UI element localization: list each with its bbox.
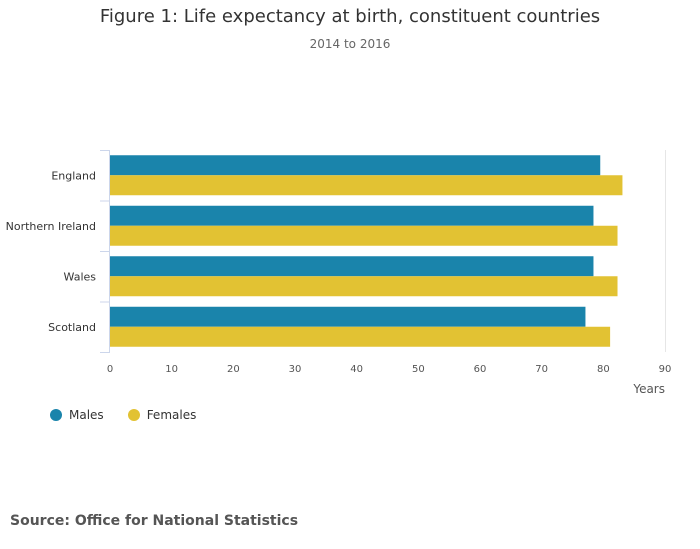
x-tick-label-80: 80 [597,364,610,375]
legend-label-males: Males [69,408,104,422]
x-tick-label-0: 0 [107,364,113,375]
x-tick-label-20: 20 [227,364,240,375]
y-tick-label-scotland: Scotland [48,321,96,334]
chart-subtitle: 2014 to 2016 [309,37,391,51]
y-tick-label-england: England [51,169,96,182]
bar-females-northern-ireland [110,225,618,246]
x-axis-title: Years [632,382,665,396]
legend-item-males[interactable]: Males [50,408,104,422]
legend: Males Females [50,408,220,422]
legend-label-females: Females [146,408,197,422]
legend-item-females[interactable]: Females [127,408,197,422]
bar-females-wales [110,276,618,297]
chart-title: Figure 1: Life expectancy at birth, cons… [99,6,601,27]
x-tick-label-10: 10 [165,364,178,375]
y-tick-label-wales: Wales [64,270,97,283]
x-tick-label-90: 90 [659,364,672,375]
x-tick-label-60: 60 [474,364,487,375]
source-note: Source: Office for National Statistics [10,513,299,529]
legend-swatch-males [50,409,62,421]
y-tick-label-northern-ireland: Northern Ireland [6,220,96,233]
legend-swatch-females [127,409,140,421]
bar-males-wales [110,256,594,277]
bar-females-scotland [110,326,611,347]
x-tick-label-70: 70 [535,364,548,375]
x-tick-label-50: 50 [412,364,425,375]
x-tick-label-40: 40 [350,364,363,375]
x-tick-label-30: 30 [289,364,302,375]
bar-males-england [110,155,601,176]
bar-males-scotland [110,306,586,327]
bar-females-england [110,175,623,196]
bar-males-northern-ireland [110,205,594,226]
